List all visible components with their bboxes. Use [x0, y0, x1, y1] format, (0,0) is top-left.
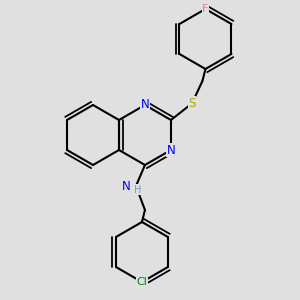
- Text: N: N: [141, 98, 149, 112]
- Text: S: S: [188, 97, 196, 110]
- Text: H: H: [134, 184, 142, 195]
- Text: N: N: [167, 143, 175, 157]
- Text: N: N: [122, 179, 130, 193]
- Text: F: F: [202, 4, 208, 14]
- Text: Cl: Cl: [136, 277, 147, 287]
